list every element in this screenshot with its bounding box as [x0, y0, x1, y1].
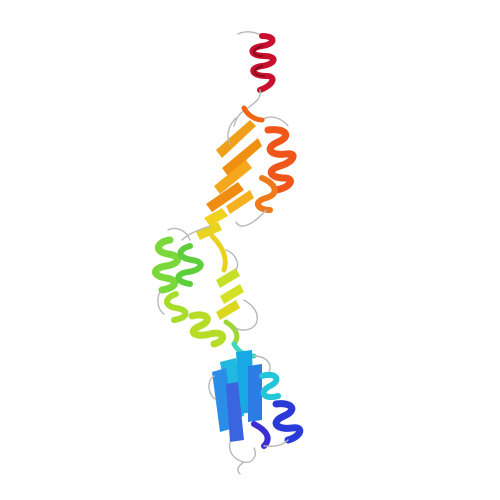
c-terminal-domain — [206, 105, 297, 227]
c-terminal-helix — [237, 31, 277, 109]
n-terminal-domain — [208, 341, 304, 475]
middle-domain — [152, 208, 258, 348]
